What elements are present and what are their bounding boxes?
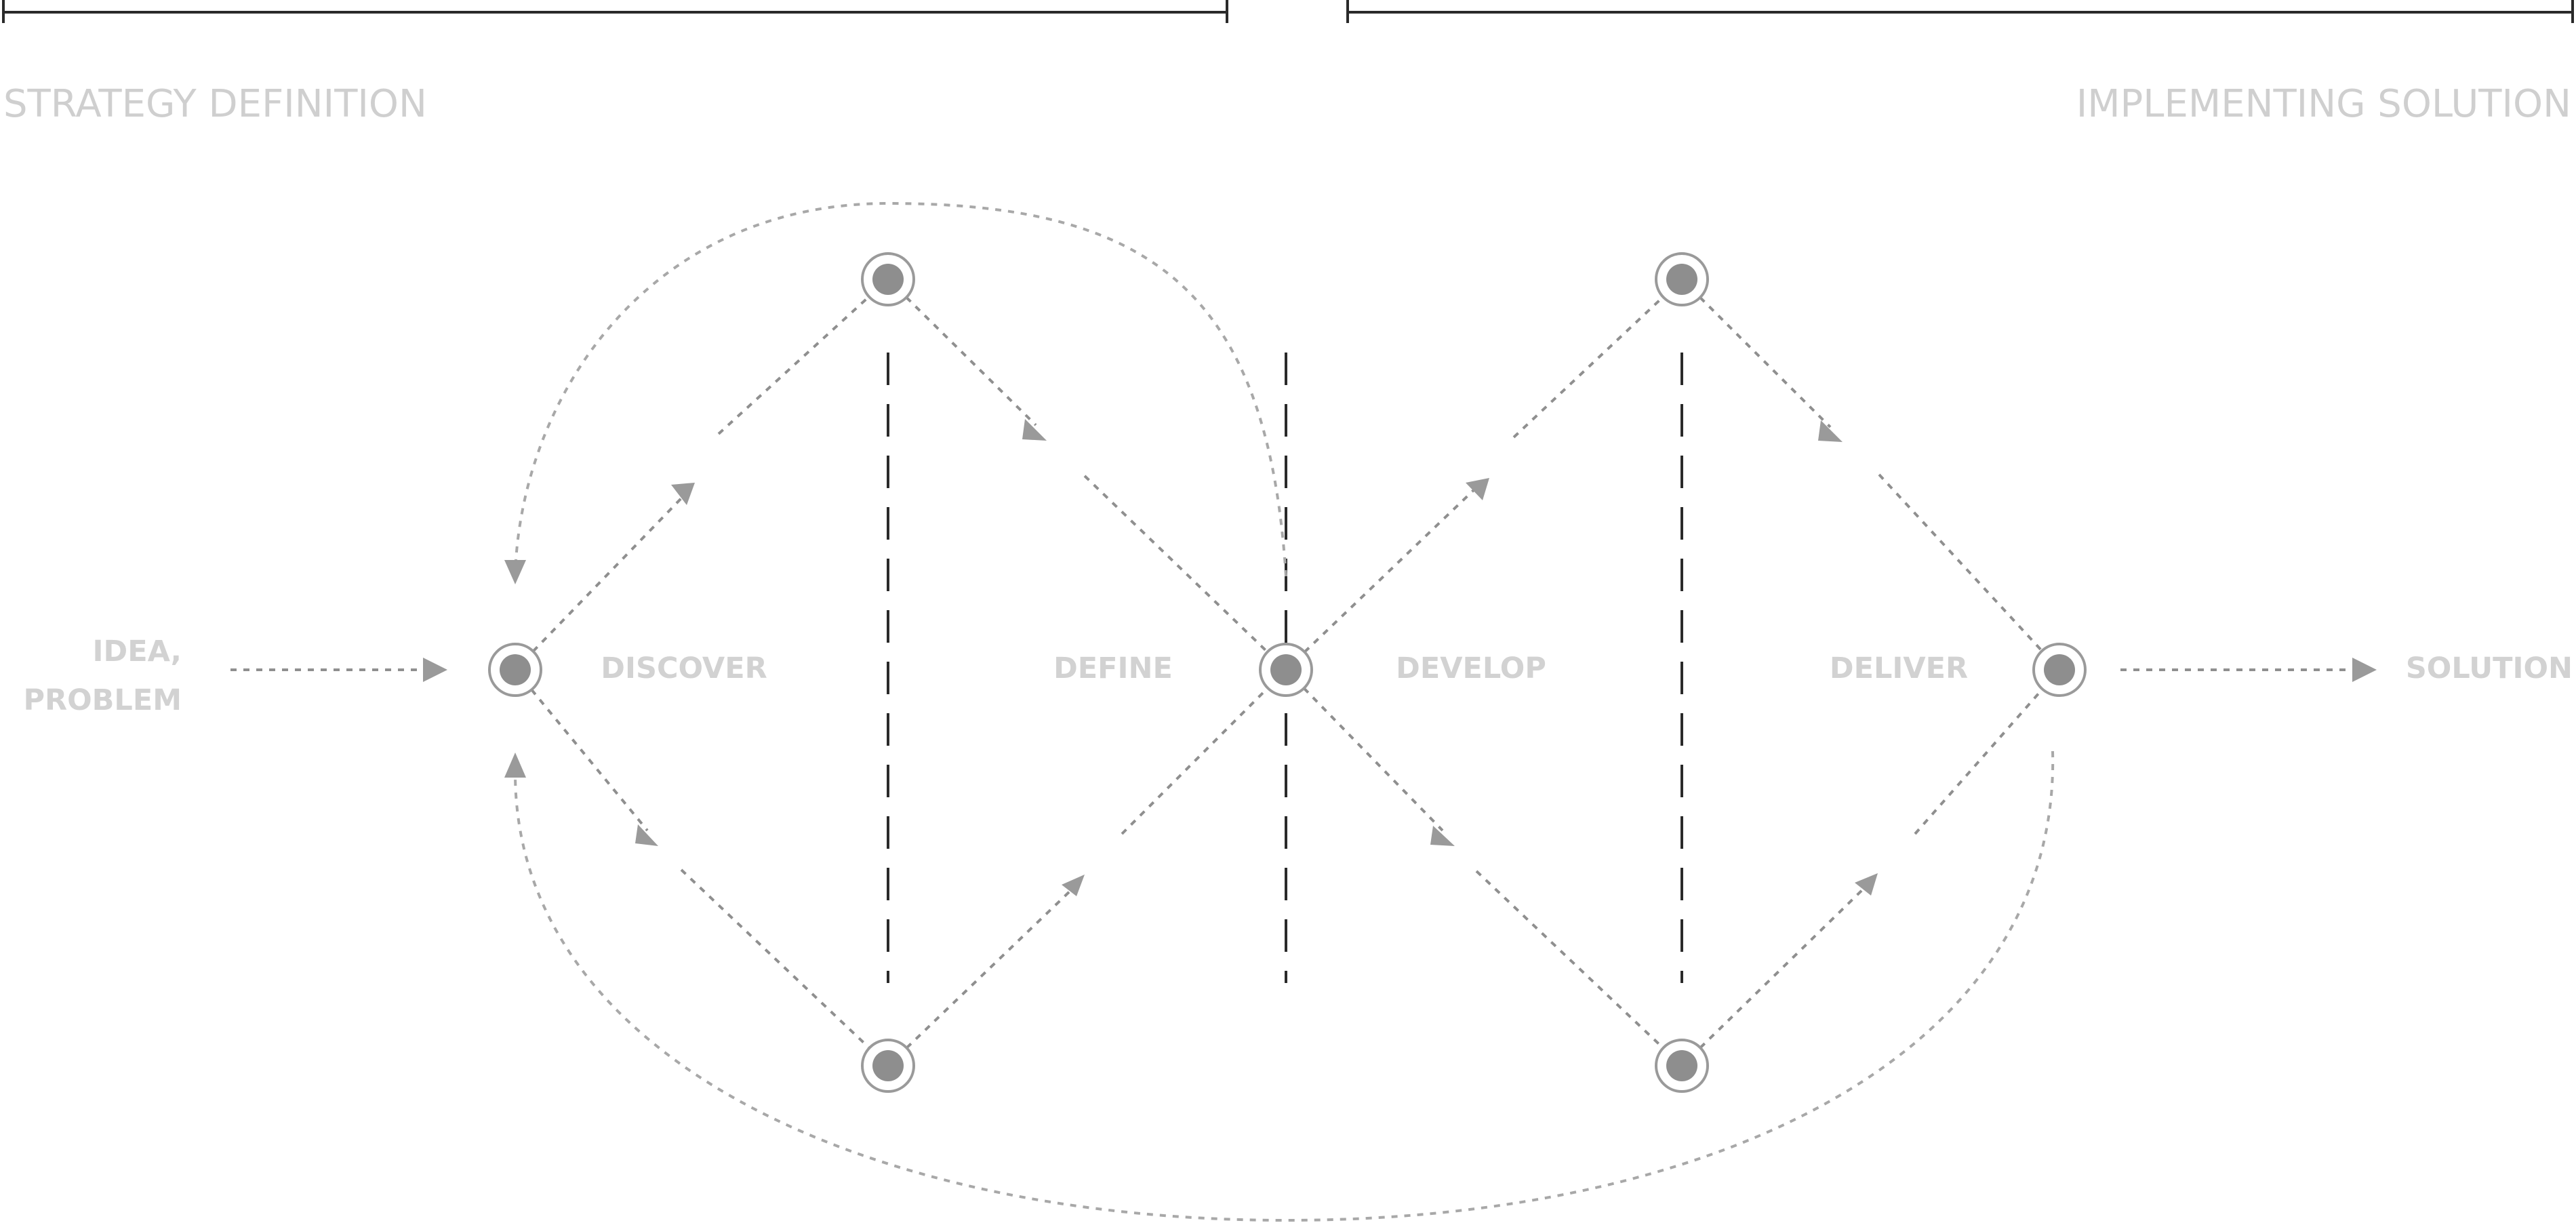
loop-arrowhead-top-icon [504, 560, 526, 584]
node-start [488, 643, 542, 697]
input-label-line2: PROBLEM [23, 683, 182, 717]
phase-label-develop: DEVELOP [1396, 651, 1546, 685]
loop-arrowhead-bottom-icon [504, 753, 526, 778]
node-middle [1259, 643, 1313, 697]
output-arrowhead-icon [2352, 658, 2377, 682]
node-develop-top [1655, 252, 1709, 306]
loop-deliver-to-start [514, 750, 2055, 1222]
section-title-implementing-solution: IMPLEMENTING SOLUTION [2076, 82, 2571, 126]
bracket-strategy-definition [2, 0, 1228, 23]
loop-define-to-start [514, 201, 1287, 577]
node-develop-bottom [1655, 1039, 1709, 1093]
diamond-discover-define [514, 278, 1287, 1067]
bracket-implementing-solution [1346, 0, 2574, 23]
phase-label-deliver: DELIVER [1830, 651, 1968, 685]
node-end [2032, 643, 2087, 697]
node-discover-top [861, 252, 915, 306]
phase-label-define: DEFINE [1053, 651, 1173, 685]
input-arrowhead-icon [423, 658, 447, 682]
input-label-line1: IDEA, [93, 635, 182, 668]
diamond-develop-deliver [1285, 278, 2061, 1067]
section-title-strategy-definition: STRATEGY DEFINITION [3, 82, 427, 126]
output-label-solution: SOLUTION [2406, 651, 2573, 685]
phase-label-discover: DISCOVER [601, 651, 767, 685]
node-discover-bottom [861, 1039, 915, 1093]
